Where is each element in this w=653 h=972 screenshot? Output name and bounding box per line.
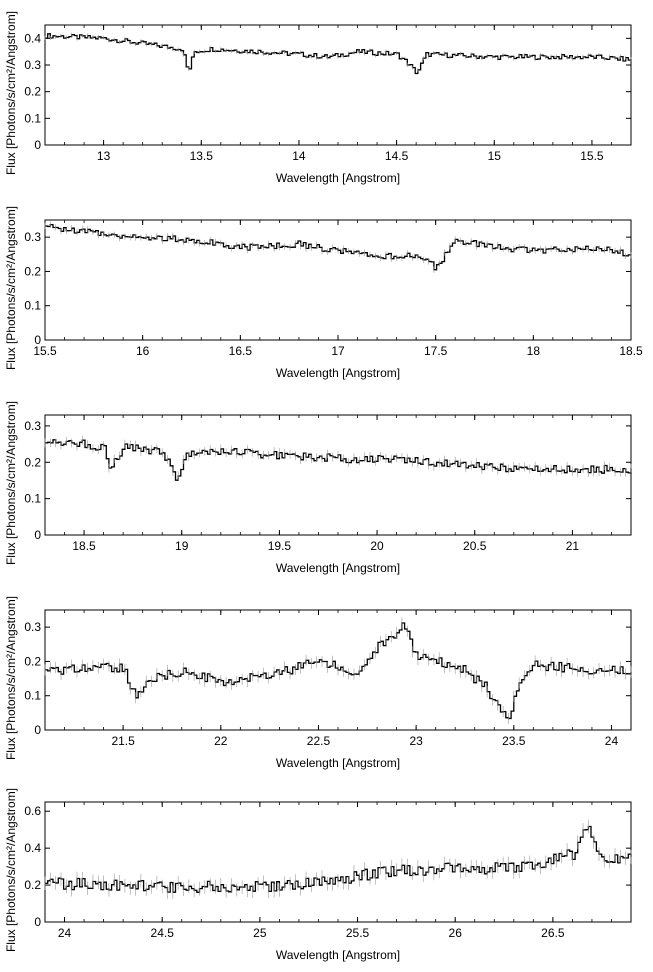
y-tick-label: 0	[34, 915, 41, 929]
spectrum-series-line	[45, 223, 632, 271]
y-tick-label: 0.1	[24, 689, 41, 703]
y-tick-label: 0.3	[24, 58, 41, 72]
x-tick-label: 18.5	[72, 539, 96, 553]
x-tick-label: 19	[175, 539, 189, 553]
x-tick-label: 22	[214, 734, 228, 748]
y-tick-label: 0	[34, 528, 41, 542]
spectrum-series-line	[45, 622, 632, 720]
y-tick-label: 0.1	[24, 111, 41, 125]
chart-panel-3: 18.5 19 19.5 20 20.5 21 0 0.1 0.2 0.3 Wavelength […	[4, 401, 632, 575]
y-tick-label: 0.4	[24, 841, 41, 855]
x-tick-label: 14	[292, 149, 306, 163]
y-tick-label: 0.3	[24, 230, 41, 244]
x-tick-label: 25	[253, 926, 267, 940]
spectrum-series-line	[45, 439, 632, 481]
plot-frame	[44, 219, 632, 341]
y-tick-label: 0.2	[24, 264, 41, 278]
x-tick-label: 19.5	[268, 539, 292, 553]
y-tick-label: 0.4	[24, 31, 41, 45]
chart-panel-5: 24 24.5 25 25.5 26 26.5 0 0.2 0.4 0.6 Wavelength […	[4, 788, 632, 962]
y-tick-label: 0	[34, 138, 41, 152]
chart-panel-4: 21.5 22 22.5 23 23.5 24 0 0.1 0.2 0.3 Wavelength […	[4, 596, 632, 770]
plot-frame	[44, 414, 632, 536]
x-tick-label: 24.5	[151, 926, 175, 940]
x-tick-label: 16	[136, 344, 150, 358]
x-tick-label: 24	[605, 734, 619, 748]
x-tick-label: 14.5	[385, 149, 409, 163]
x-axis-label: Wavelength [Angstrom]	[276, 948, 400, 962]
x-axis-label: Wavelength [Angstrom]	[276, 171, 400, 185]
x-tick-label: 26	[449, 926, 463, 940]
x-tick-label: 26.5	[541, 926, 565, 940]
y-tick-label: 0	[34, 723, 41, 737]
x-tick-label: 21	[566, 539, 580, 553]
x-tick-label: 18	[527, 344, 541, 358]
x-tick-label: 22.5	[307, 734, 331, 748]
y-axis-label: Flux [Photons/s/cm²/Angstrom]	[4, 788, 18, 952]
x-tick-label: 13	[97, 149, 111, 163]
x-tick-label: 17.5	[424, 344, 448, 358]
x-tick-label: 24	[58, 926, 72, 940]
y-tick-label: 0.1	[24, 299, 41, 313]
x-tick-label: 17	[331, 344, 345, 358]
y-axis-label: Flux [Photons/s/cm²/Angstrom]	[4, 11, 18, 175]
y-axis-label: Flux [Photons/s/cm²/Angstrom]	[4, 206, 18, 370]
plot-frame	[44, 801, 632, 923]
y-axis-label: Flux [Photons/s/cm²/Angstrom]	[4, 401, 18, 565]
y-tick-label: 0.6	[24, 804, 41, 818]
chart-panel-2: 15.5 16 16.5 17 17.5 18 18.5 0 0.1 0.2 0.3 Waveleng…	[4, 206, 643, 380]
x-tick-label: 15.5	[580, 149, 604, 163]
x-tick-label: 15	[488, 149, 502, 163]
y-tick-label: 0.3	[24, 419, 41, 433]
x-tick-label: 23	[409, 734, 423, 748]
x-tick-label: 15.5	[33, 344, 57, 358]
x-axis-label: Wavelength [Angstrom]	[276, 561, 400, 575]
spectrum-series-line	[45, 33, 632, 75]
x-tick-label: 18.5	[619, 344, 643, 358]
y-tick-label: 0.2	[24, 85, 41, 99]
x-tick-label: 16.5	[229, 344, 253, 358]
y-tick-label: 0.2	[24, 654, 41, 668]
x-tick-label: 20.5	[463, 539, 487, 553]
x-tick-label: 25.5	[346, 926, 370, 940]
x-axis-label: Wavelength [Angstrom]	[276, 756, 400, 770]
x-tick-label: 20	[370, 539, 384, 553]
y-tick-label: 0.3	[24, 620, 41, 634]
x-tick-label: 21.5	[111, 734, 135, 748]
x-tick-label: 13.5	[190, 149, 214, 163]
x-axis-label: Wavelength [Angstrom]	[276, 366, 400, 380]
chart-panel-1: 13 13.5 14 14.5 15 15.5 0 0.1 0.2 0.3 0.4 Wavelengt…	[4, 11, 632, 185]
y-tick-label: 0	[34, 333, 41, 347]
y-tick-label: 0.2	[24, 878, 41, 892]
x-tick-label: 23.5	[502, 734, 526, 748]
y-axis-label: Flux [Photons/s/cm²/Angstrom]	[4, 596, 18, 760]
y-tick-label: 0.1	[24, 492, 41, 506]
y-tick-label: 0.2	[24, 455, 41, 469]
